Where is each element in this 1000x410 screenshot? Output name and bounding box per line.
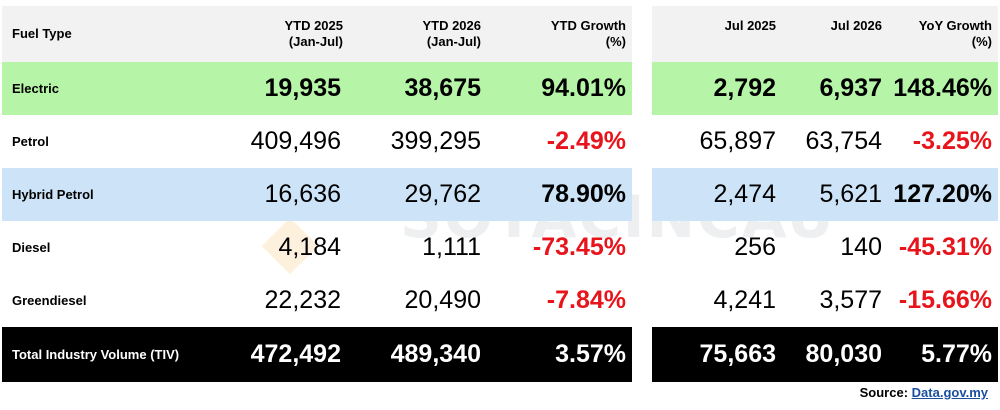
header-jul-2025: Jul 2025 xyxy=(652,6,782,62)
header-jul-2025-title: Jul 2025 xyxy=(724,18,776,33)
row-label: Petrol xyxy=(12,134,49,149)
ytd-2025-value: 16,636 xyxy=(264,180,341,208)
jul-2026-value: 3,577 xyxy=(819,286,882,314)
ytd-2026-value: 20,490 xyxy=(404,286,481,314)
ytd-2025-value: 19,935 xyxy=(264,74,341,102)
monthly-header-row: Jul 2025 Jul 2026 YoY Growth (%) xyxy=(652,6,998,62)
header-fuel-type: Fuel Type xyxy=(12,26,72,41)
row-label: Greendiesel xyxy=(12,293,87,308)
yoy-growth-value: 127.20% xyxy=(893,180,992,208)
ytd-growth-value: 3.57% xyxy=(555,340,626,368)
ytd-2025-value: 22,232 xyxy=(264,286,341,314)
yoy-growth-value: -45.31% xyxy=(898,233,992,261)
table-row: Hybrid Petrol 16,636 29,762 78.90% xyxy=(2,168,632,221)
ytd-2025-value: 472,492 xyxy=(250,340,341,368)
ytd-2026-value: 489,340 xyxy=(390,340,481,368)
table-row: 65,897 63,754 -3.25% xyxy=(652,115,998,168)
table-row: Diesel 4,184 1,111 -73.45% xyxy=(2,221,632,274)
jul-2026-value: 80,030 xyxy=(805,340,882,368)
header-yoy-growth-title: YoY Growth xyxy=(918,18,992,33)
jul-2025-value: 4,241 xyxy=(713,286,776,314)
yoy-growth-value: -15.66% xyxy=(898,286,992,314)
source-prefix: Source: xyxy=(859,385,909,400)
table-row: 256 140 -45.31% xyxy=(652,221,998,274)
yoy-growth-value: -3.25% xyxy=(912,127,992,155)
ytd-growth-value: -7.84% xyxy=(546,286,626,314)
header-ytd-2026: YTD 2026 (Jan-Jul) xyxy=(347,6,487,62)
ytd-growth-value: -73.45% xyxy=(532,233,626,261)
header-ytd-growth-title: YTD Growth xyxy=(550,18,626,33)
ytd-growth-value: 94.01% xyxy=(541,74,626,102)
header-ytd-2025: YTD 2025 (Jan-Jul) xyxy=(207,6,347,62)
header-ytd-growth-sub: (%) xyxy=(605,34,626,49)
header-jul-2026-title: Jul 2026 xyxy=(830,18,882,33)
table-row: Petrol 409,496 399,295 -2.49% xyxy=(2,115,632,168)
monthly-table: Jul 2025 Jul 2026 YoY Growth (%) 2,792 6… xyxy=(652,6,998,382)
ytd-2026-value: 29,762 xyxy=(404,180,481,208)
ytd-table: Fuel Type YTD 2025 (Jan-Jul) YTD 2026 (J… xyxy=(2,6,632,382)
ytd-growth-value: 78.90% xyxy=(541,180,626,208)
jul-2025-value: 2,474 xyxy=(713,180,776,208)
ytd-2026-value: 38,675 xyxy=(404,74,481,102)
row-label: Diesel xyxy=(12,240,51,255)
table-row: 2,474 5,621 127.20% xyxy=(652,168,998,221)
table-row: 2,792 6,937 148.46% xyxy=(652,62,998,115)
jul-2025-value: 75,663 xyxy=(699,340,776,368)
header-ytd-2026-sub: (Jan-Jul) xyxy=(426,34,481,49)
yoy-growth-value: 148.46% xyxy=(893,74,992,102)
header-ytd-growth: YTD Growth (%) xyxy=(487,6,632,62)
header-ytd-2025-sub: (Jan-Jul) xyxy=(288,34,343,49)
jul-2025-value: 65,897 xyxy=(699,127,776,155)
header-yoy-growth-sub: (%) xyxy=(971,34,992,49)
ytd-2025-value: 4,184 xyxy=(278,233,341,261)
header-ytd-2025-title: YTD 2025 xyxy=(284,18,343,33)
total-row: Total Industry Volume (TIV) 472,492 489,… xyxy=(2,327,632,382)
table-row: 4,241 3,577 -15.66% xyxy=(652,274,998,327)
jul-2026-value: 140 xyxy=(840,233,882,261)
header-ytd-2026-title: YTD 2026 xyxy=(422,18,481,33)
row-label: Hybrid Petrol xyxy=(12,187,94,202)
row-label: Total Industry Volume (TIV) xyxy=(12,346,180,362)
jul-2026-value: 63,754 xyxy=(805,127,882,155)
ytd-2025-value: 409,496 xyxy=(250,127,341,155)
ytd-2026-value: 399,295 xyxy=(390,127,481,155)
source-note: Source: Data.gov.my xyxy=(860,385,988,400)
yoy-growth-value: 5.77% xyxy=(921,340,992,368)
ytd-2026-value: 1,111 xyxy=(422,233,481,261)
ytd-header-row: Fuel Type YTD 2025 (Jan-Jul) YTD 2026 (J… xyxy=(2,6,632,62)
jul-2026-value: 6,937 xyxy=(819,74,882,102)
jul-2026-value: 5,621 xyxy=(819,180,882,208)
header-jul-2026: Jul 2026 xyxy=(782,6,888,62)
source-link[interactable]: Data.gov.my xyxy=(911,385,988,400)
jul-2025-value: 2,792 xyxy=(713,74,776,102)
total-row: 75,663 80,030 5.77% xyxy=(652,327,998,382)
header-yoy-growth: YoY Growth (%) xyxy=(888,6,998,62)
table-row: Greendiesel 22,232 20,490 -7.84% xyxy=(2,274,632,327)
row-label: Electric xyxy=(12,81,59,96)
jul-2025-value: 256 xyxy=(734,233,776,261)
table-row: Electric 19,935 38,675 94.01% xyxy=(2,62,632,115)
ytd-growth-value: -2.49% xyxy=(546,127,626,155)
